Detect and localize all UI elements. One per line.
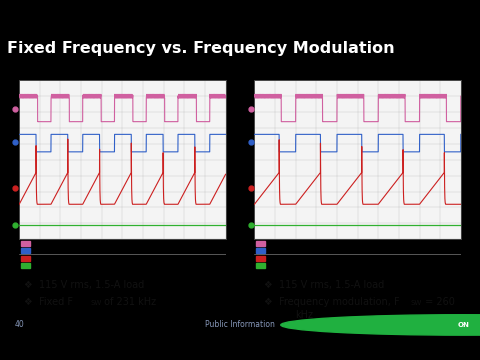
Text: ON: ON [457,322,469,328]
Bar [256,248,264,253]
Bar [21,241,30,246]
Text: Public Information: Public Information [205,320,275,329]
Text: SW: SW [410,300,421,306]
Bar [21,256,30,261]
Circle shape [281,315,480,335]
Bar [254,239,461,240]
Bar [19,239,226,240]
Text: = 260: = 260 [422,297,455,307]
Text: ❖  115 V rms, 1.5-A load: ❖ 115 V rms, 1.5-A load [24,280,144,290]
Text: SW: SW [90,300,101,306]
Text: ❖  115 V rms, 1.5-A load: ❖ 115 V rms, 1.5-A load [264,280,384,290]
Bar [21,248,30,253]
Text: ❖  Frequency modulation, F: ❖ Frequency modulation, F [264,297,400,307]
Text: of 231 kHz: of 231 kHz [101,297,156,307]
Bar [256,263,264,268]
Bar [21,263,30,268]
Text: ON Semiconductor: ON Semiconductor [384,320,456,329]
Text: ❖  Fixed F: ❖ Fixed F [24,297,73,307]
Text: Fixed Frequency vs. Frequency Modulation: Fixed Frequency vs. Frequency Modulation [7,41,395,56]
Bar [256,241,264,246]
Text: kHz: kHz [295,310,313,320]
Bar [256,256,264,261]
Text: 40: 40 [14,320,24,329]
